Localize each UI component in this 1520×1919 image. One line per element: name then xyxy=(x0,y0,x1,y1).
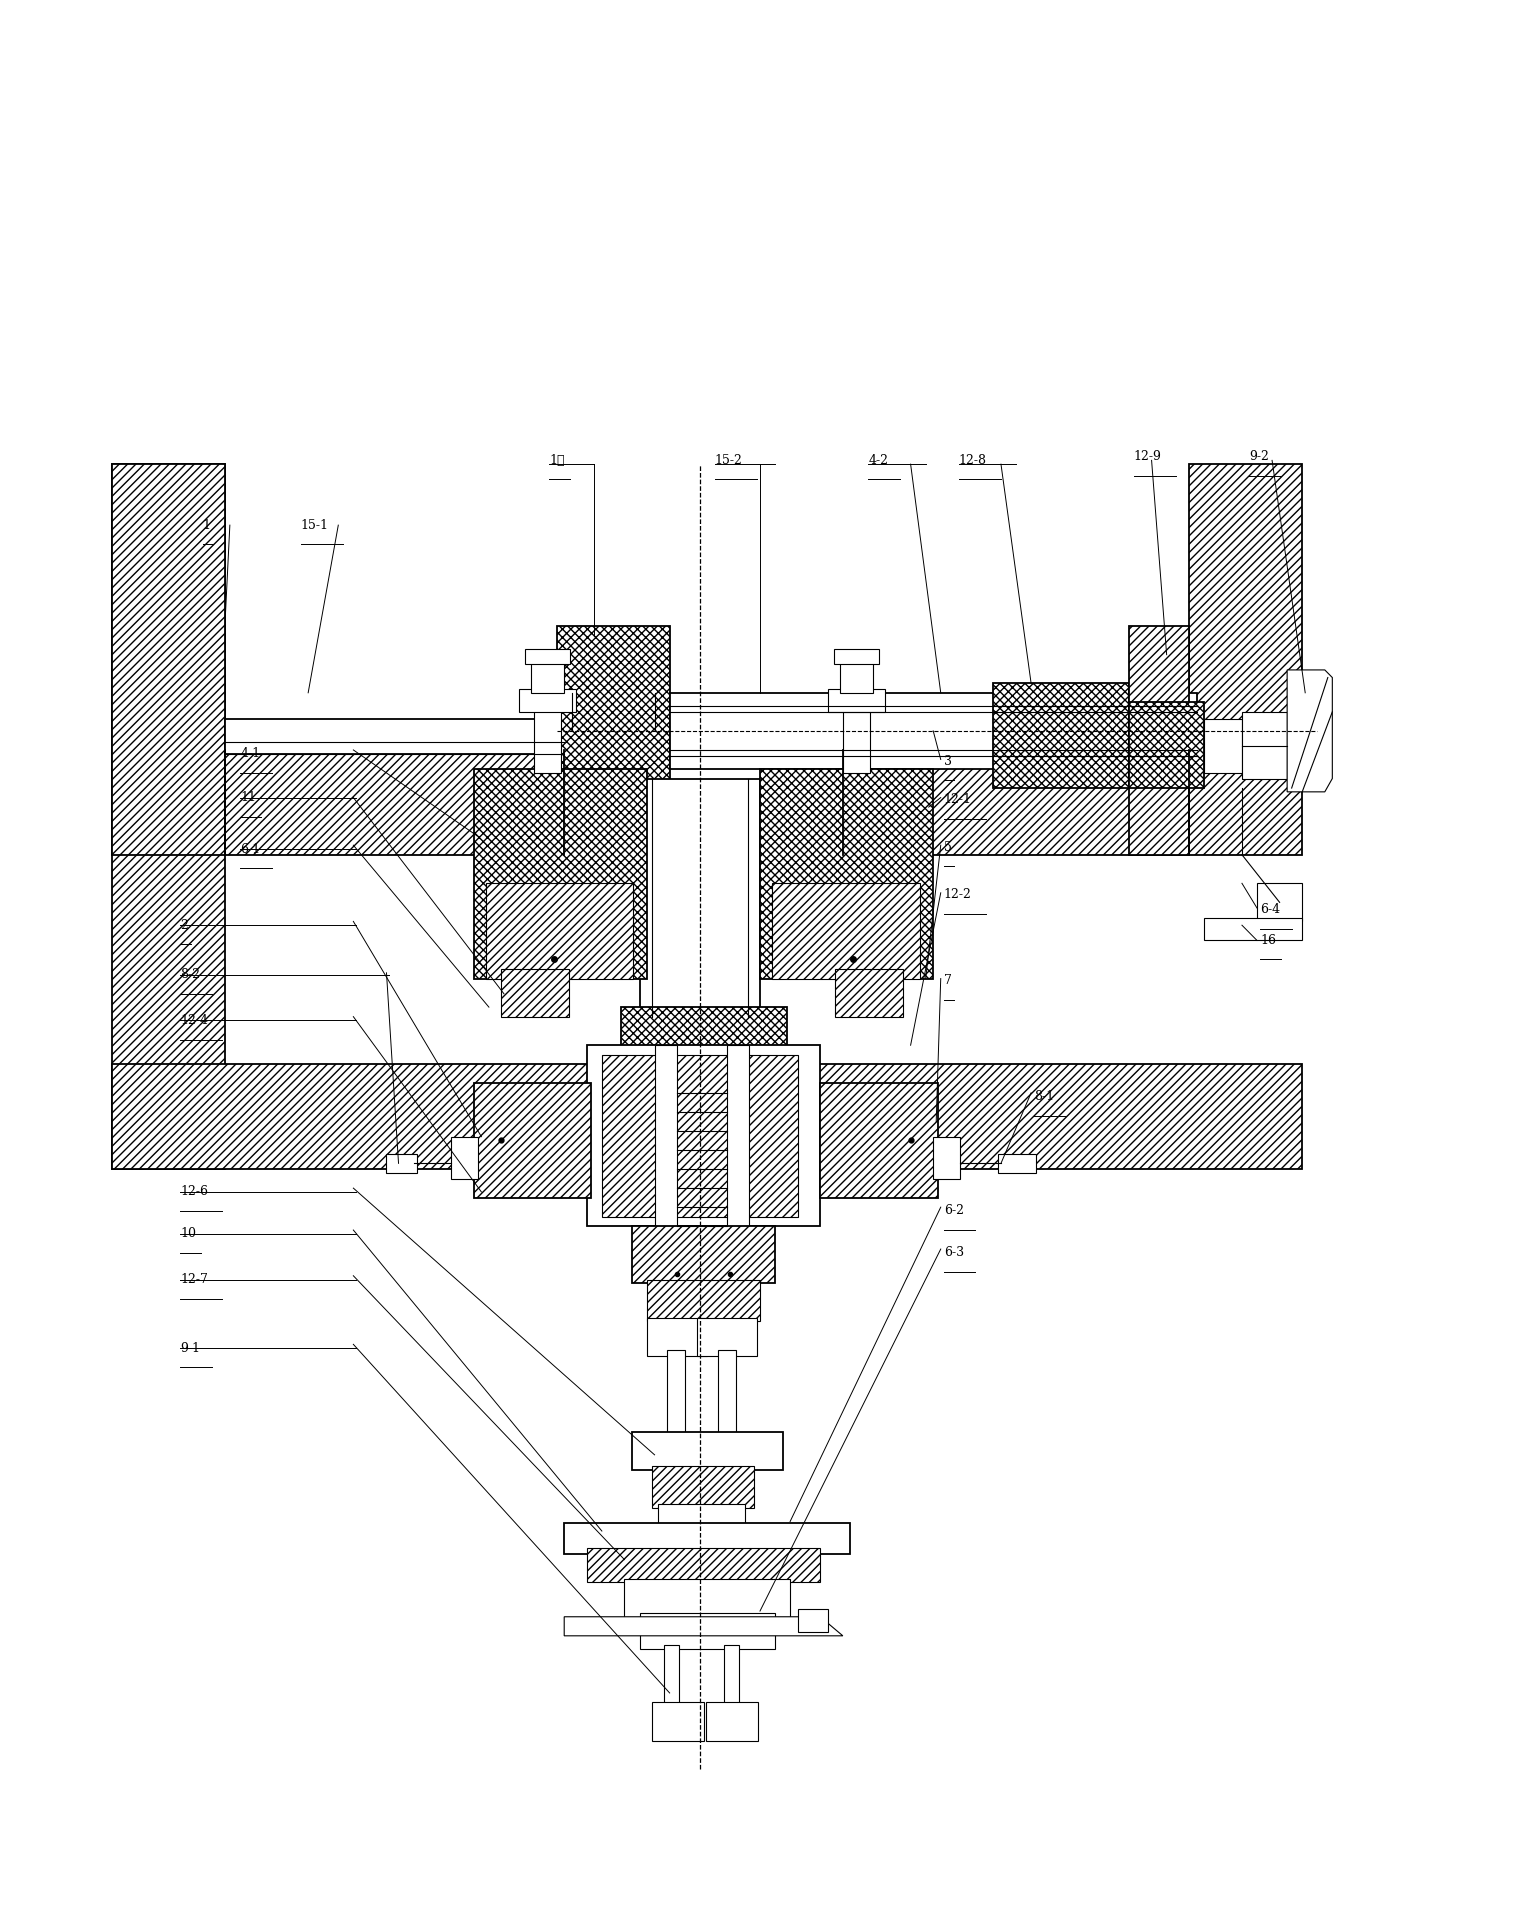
Bar xyxy=(225,720,572,754)
Bar xyxy=(655,1046,678,1236)
Bar xyxy=(727,1046,749,1236)
Text: 12-1: 12-1 xyxy=(944,793,971,806)
Text: 8-2: 8-2 xyxy=(181,969,201,981)
Bar xyxy=(658,1504,745,1531)
Text: 12-8: 12-8 xyxy=(959,455,986,466)
Bar xyxy=(587,1549,821,1583)
Bar xyxy=(112,464,225,854)
Bar xyxy=(530,658,564,693)
Text: 12-2: 12-2 xyxy=(944,888,971,902)
Bar xyxy=(652,1702,704,1741)
Bar xyxy=(1257,883,1303,921)
Bar xyxy=(834,649,879,664)
Text: 6-1: 6-1 xyxy=(240,842,260,856)
Bar xyxy=(648,1318,707,1355)
Bar xyxy=(836,969,903,1017)
Text: 5: 5 xyxy=(944,841,952,854)
Bar xyxy=(112,464,225,1169)
Bar xyxy=(724,1645,739,1706)
Text: 4-1: 4-1 xyxy=(240,746,260,760)
Text: 12-4: 12-4 xyxy=(181,1013,208,1027)
Polygon shape xyxy=(564,1618,842,1635)
Bar xyxy=(648,1280,760,1322)
Bar xyxy=(225,750,564,854)
Bar xyxy=(541,702,572,770)
Bar xyxy=(821,1084,938,1197)
Text: 12-9: 12-9 xyxy=(1134,451,1161,462)
Bar xyxy=(670,693,1196,770)
Bar xyxy=(640,1614,775,1648)
Text: 7: 7 xyxy=(944,975,952,986)
Bar xyxy=(1129,702,1204,789)
Bar xyxy=(760,770,933,979)
Bar xyxy=(640,779,760,1017)
Text: 11: 11 xyxy=(240,791,257,804)
Bar xyxy=(486,883,634,979)
Bar xyxy=(772,883,920,979)
Polygon shape xyxy=(1287,670,1333,793)
Bar xyxy=(684,1065,1303,1169)
Bar xyxy=(502,969,568,1017)
Text: 9-1: 9-1 xyxy=(181,1341,201,1355)
Bar xyxy=(933,1136,961,1178)
Bar xyxy=(556,626,670,789)
Bar xyxy=(524,649,570,664)
Bar xyxy=(1242,712,1287,779)
Text: 12-7: 12-7 xyxy=(181,1272,208,1286)
Bar xyxy=(696,1318,757,1355)
Text: 8-1: 8-1 xyxy=(1034,1090,1055,1103)
Bar xyxy=(842,700,869,773)
Bar xyxy=(717,1351,736,1435)
Bar xyxy=(652,1466,754,1508)
Bar xyxy=(705,1702,758,1741)
Bar xyxy=(1189,464,1303,854)
Text: 12-6: 12-6 xyxy=(181,1186,208,1199)
Text: 6-3: 6-3 xyxy=(944,1245,964,1259)
Bar xyxy=(474,1084,591,1197)
Bar xyxy=(625,1579,790,1618)
Bar xyxy=(587,1046,821,1226)
Text: 3: 3 xyxy=(944,754,952,768)
Bar xyxy=(664,1645,678,1706)
Bar xyxy=(798,1610,828,1631)
Bar xyxy=(994,683,1129,789)
Bar xyxy=(534,700,561,773)
Bar xyxy=(667,1351,684,1435)
Text: 1: 1 xyxy=(202,518,211,532)
Text: 10: 10 xyxy=(181,1228,196,1240)
Text: 16: 16 xyxy=(1260,935,1275,946)
Text: 9-2: 9-2 xyxy=(1249,451,1269,462)
Bar xyxy=(451,1136,479,1178)
Text: 15-1: 15-1 xyxy=(301,518,328,532)
Bar xyxy=(999,1153,1035,1173)
Bar xyxy=(474,770,648,979)
Bar xyxy=(632,1226,775,1284)
Text: 4-2: 4-2 xyxy=(868,455,888,466)
Text: 6-2: 6-2 xyxy=(944,1205,964,1217)
Bar xyxy=(841,658,872,693)
Text: 6-4: 6-4 xyxy=(1260,904,1280,917)
Bar xyxy=(386,1153,416,1173)
Bar xyxy=(622,1007,787,1055)
Bar xyxy=(1129,626,1189,854)
Bar xyxy=(602,1055,798,1217)
Bar xyxy=(842,750,1189,854)
Bar xyxy=(112,1065,684,1169)
Bar xyxy=(828,689,885,712)
Bar xyxy=(632,1432,783,1470)
Text: 1件: 1件 xyxy=(549,455,564,466)
Bar xyxy=(564,1524,850,1554)
Bar xyxy=(1204,917,1303,940)
Text: 15-2: 15-2 xyxy=(714,455,743,466)
Bar xyxy=(1204,720,1242,773)
Bar xyxy=(518,689,576,712)
Text: 2: 2 xyxy=(181,919,188,933)
